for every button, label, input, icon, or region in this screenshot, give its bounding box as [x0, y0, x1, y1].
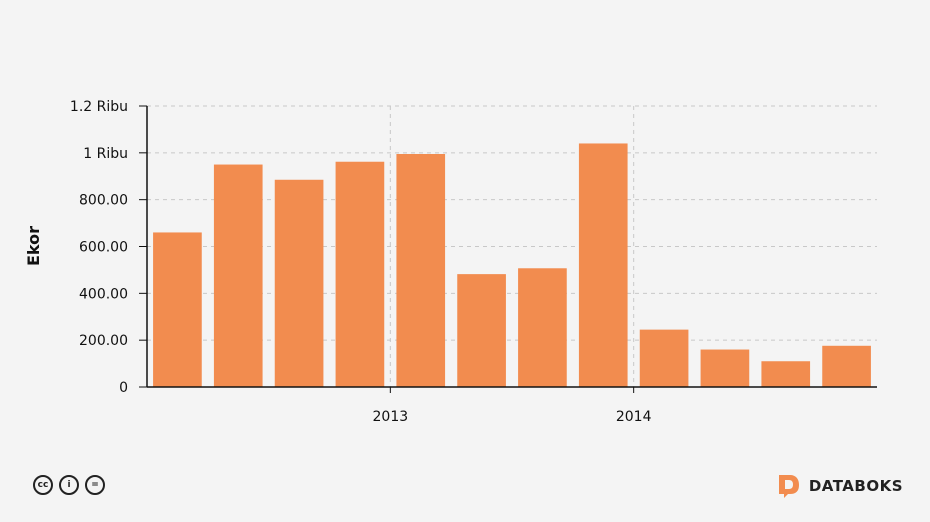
y-tick-label: 800.00: [79, 193, 128, 209]
brand-name: DATABOKS: [808, 477, 903, 495]
y-tick-label: 0: [119, 380, 128, 396]
y-tick-label: 1 Ribu: [83, 146, 128, 162]
y-tick-label: 400.00: [79, 286, 128, 302]
brand[interactable]: DATABOKS: [777, 473, 903, 499]
bar[interactable]: [822, 345, 871, 387]
bar[interactable]: [700, 349, 750, 387]
bar[interactable]: [761, 361, 811, 387]
x-tick-label: 2013: [373, 409, 409, 425]
footer: cc i = DATABOKS: [0, 440, 930, 522]
bar[interactable]: [213, 164, 263, 387]
bar[interactable]: [274, 179, 324, 387]
by-icon: i: [59, 475, 79, 495]
bar[interactable]: [335, 161, 385, 387]
axes: 0 200.00 400.00 600.00 800.00 1 Ribu 1.2 Ribu 2…: [70, 99, 877, 425]
bars: [153, 143, 871, 387]
y-tick-label: 600.00: [79, 240, 128, 256]
bar[interactable]: [396, 154, 446, 387]
y-tick-label: 1.2 Ribu: [70, 99, 128, 115]
bar[interactable]: [578, 143, 628, 387]
nd-icon: =: [85, 475, 105, 495]
bar-chart: 0 200.00 400.00 600.00 800.00 1 Ribu 1.2 Ribu 2…: [24, 99, 877, 425]
bar[interactable]: [639, 329, 689, 387]
databoks-logo-icon: [778, 475, 799, 498]
bar[interactable]: [153, 232, 202, 387]
bar[interactable]: [457, 274, 506, 387]
license-icons[interactable]: cc i =: [33, 475, 105, 495]
grid-lines: [147, 105, 877, 387]
y-tick-label: 200.00: [79, 333, 128, 349]
bar[interactable]: [518, 268, 567, 387]
y-axis-label: Ekor: [24, 226, 43, 266]
cc-icon: cc: [33, 475, 53, 495]
x-tick-label: 2014: [616, 409, 652, 425]
